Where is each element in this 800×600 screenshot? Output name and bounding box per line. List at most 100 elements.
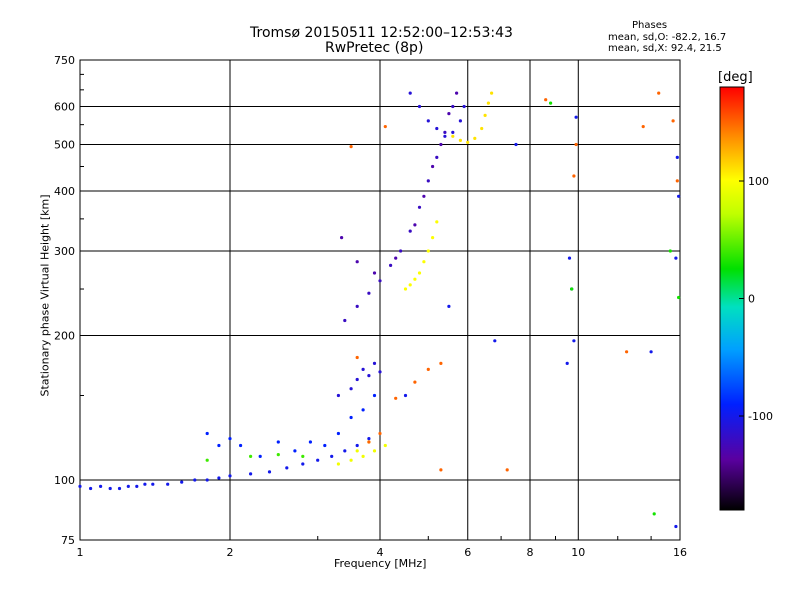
data-point xyxy=(336,393,340,398)
data-point xyxy=(674,256,678,260)
data-point xyxy=(99,484,103,488)
data-point xyxy=(349,387,353,391)
y-axis: 75 100 200 300 400 500 600 750 xyxy=(54,54,84,547)
data-point xyxy=(383,125,387,129)
data-point xyxy=(439,468,443,472)
data-point xyxy=(413,223,417,227)
data-point xyxy=(117,486,122,491)
data-point xyxy=(205,431,209,436)
data-point xyxy=(383,443,387,448)
data-point xyxy=(355,443,359,448)
data-point xyxy=(394,256,398,260)
phase-stats-heading: Phases xyxy=(632,20,668,31)
data-point xyxy=(413,380,417,384)
data-point xyxy=(641,125,645,129)
data-point xyxy=(451,130,455,134)
data-point xyxy=(355,260,359,264)
data-point xyxy=(323,443,327,448)
data-point xyxy=(677,194,681,198)
x-axis-label: Frequency [MHz] xyxy=(334,557,427,570)
data-point xyxy=(675,155,679,159)
data-point xyxy=(330,454,334,458)
data-point xyxy=(228,474,232,478)
data-point xyxy=(349,145,353,149)
data-point xyxy=(486,101,490,105)
data-point xyxy=(258,454,262,458)
data-point xyxy=(336,431,340,436)
data-point xyxy=(389,263,393,267)
y-tick-label: 300 xyxy=(54,245,75,258)
data-point xyxy=(426,367,430,371)
data-point xyxy=(399,249,403,253)
data-point xyxy=(89,486,93,491)
data-point xyxy=(431,236,435,240)
data-point xyxy=(78,484,82,488)
x-axis: 1 2 4 6 8 10 16 xyxy=(77,536,687,559)
data-point xyxy=(426,179,430,183)
data-point xyxy=(355,355,359,360)
x-tick-label: 16 xyxy=(673,546,687,559)
data-point xyxy=(349,415,353,420)
data-point xyxy=(308,440,312,444)
data-point xyxy=(361,367,365,371)
y-tick-label: 75 xyxy=(61,534,75,547)
data-point xyxy=(367,440,371,444)
data-point xyxy=(455,91,459,95)
y-tick-label: 400 xyxy=(54,185,75,198)
data-point xyxy=(355,304,359,308)
data-point xyxy=(668,249,672,253)
y-tick-label: 100 xyxy=(54,474,75,487)
data-point xyxy=(439,361,443,365)
x-tick-label: 2 xyxy=(227,546,234,559)
data-point xyxy=(677,295,681,300)
chart-title: Tromsø 20150511 12:52:00–12:53:43 xyxy=(250,25,513,41)
data-point xyxy=(572,174,576,178)
data-point xyxy=(285,466,289,470)
x-tick-label: 4 xyxy=(377,546,384,559)
colorbar-label: [deg] xyxy=(718,70,753,85)
data-point xyxy=(205,458,209,462)
phase-stats-o: mean, sd,O: -82.2, 16.7 xyxy=(608,32,727,43)
data-point xyxy=(228,437,232,441)
data-point xyxy=(422,260,426,264)
data-point xyxy=(316,458,320,462)
data-point xyxy=(473,136,477,140)
data-point xyxy=(143,482,147,486)
data-point xyxy=(205,478,209,482)
data-point xyxy=(355,377,359,382)
data-point xyxy=(675,179,679,183)
data-point xyxy=(572,339,576,343)
data-point xyxy=(426,249,430,253)
data-point xyxy=(462,104,466,109)
data-point xyxy=(367,437,371,441)
data-point xyxy=(151,482,155,486)
data-point xyxy=(394,396,398,400)
data-point xyxy=(193,478,197,482)
data-point xyxy=(367,374,371,378)
data-point xyxy=(408,229,412,233)
data-point xyxy=(408,283,412,287)
data-point xyxy=(544,98,548,102)
data-point xyxy=(439,142,443,147)
data-point xyxy=(417,271,422,275)
data-point xyxy=(417,104,422,109)
data-point xyxy=(426,119,430,123)
data-point xyxy=(372,449,377,453)
data-point xyxy=(443,130,447,134)
colorbar-tick-label: -100 xyxy=(748,410,773,423)
y-tick-label: 500 xyxy=(54,139,75,152)
data-point xyxy=(343,449,347,453)
chart-subtitle: RwPretec (8p) xyxy=(325,40,424,56)
phase-stats-x: mean, sd,X: 92.4, 21.5 xyxy=(608,43,722,54)
data-point xyxy=(671,119,675,123)
data-point xyxy=(267,470,272,474)
data-point xyxy=(276,453,280,457)
data-point xyxy=(417,205,422,209)
data-point xyxy=(166,482,170,486)
data-point xyxy=(361,454,365,458)
data-point xyxy=(674,524,678,529)
data-point xyxy=(378,370,382,374)
x-tick-label: 6 xyxy=(464,546,471,559)
data-point xyxy=(367,291,371,295)
